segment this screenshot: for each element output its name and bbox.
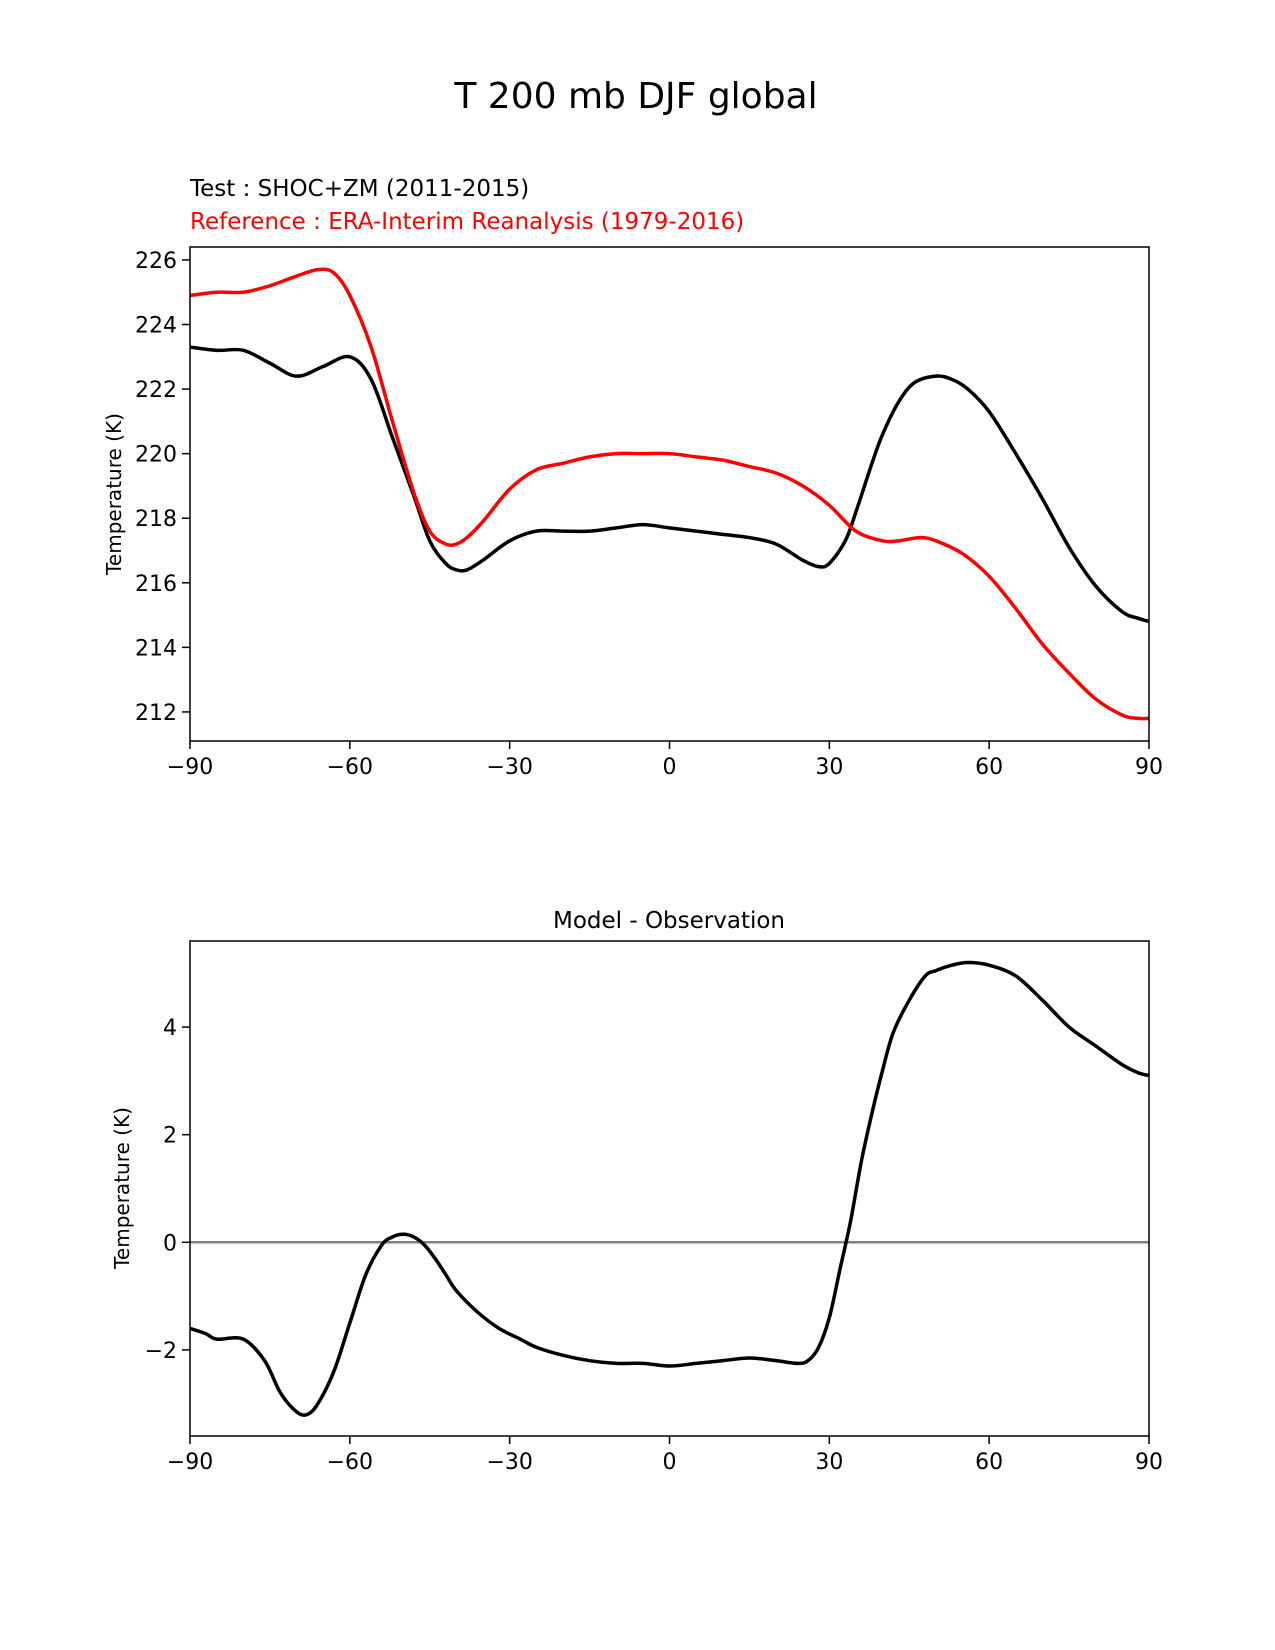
y-tick-label: 226 bbox=[135, 249, 177, 274]
y-tick-label: 2 bbox=[163, 1124, 177, 1149]
y-tick-label: 212 bbox=[135, 701, 177, 726]
bottom-tick-layer: −90 −60 −30 0 30 60 90 −2 0 2 4 bbox=[145, 1016, 1163, 1475]
x-tick-label: −60 bbox=[327, 755, 373, 780]
y-tick-label: 224 bbox=[135, 313, 177, 338]
bottom-y-axis-label: Temperature (K) bbox=[110, 1107, 134, 1270]
top-series-layer bbox=[190, 267, 1149, 721]
bottom-panel-title: Model - Observation bbox=[553, 908, 785, 934]
series-line-test bbox=[190, 345, 1149, 624]
x-tick-label: 30 bbox=[815, 1450, 843, 1475]
y-tick-label: 4 bbox=[163, 1016, 177, 1041]
figure-title: T 200 mb DJF global bbox=[453, 76, 817, 117]
x-tick-label: 60 bbox=[975, 755, 1003, 780]
y-tick-label: 220 bbox=[135, 443, 177, 468]
x-tick-label: 60 bbox=[975, 1450, 1003, 1475]
x-tick-label: −90 bbox=[167, 755, 213, 780]
x-tick-label: −30 bbox=[486, 755, 532, 780]
y-tick-label: −2 bbox=[145, 1339, 177, 1364]
y-tick-label: 0 bbox=[163, 1231, 177, 1256]
top-y-axis-label: Temperature (K) bbox=[102, 413, 126, 576]
x-tick-label: 90 bbox=[1135, 1450, 1163, 1475]
x-tick-label: −90 bbox=[167, 1450, 213, 1475]
bottom-panel: Model - Observation −90 −60 −30 0 30 60 90 −2 0 2… bbox=[110, 908, 1163, 1475]
x-tick-label: 0 bbox=[663, 1450, 677, 1475]
y-tick-label: 218 bbox=[135, 507, 177, 532]
x-tick-label: 30 bbox=[815, 755, 843, 780]
top-tick-layer: −90 −60 −30 0 30 60 90 212 214 216 218 220 222 224 226 bbox=[135, 249, 1163, 780]
y-tick-label: 216 bbox=[135, 572, 177, 597]
x-tick-label: −30 bbox=[486, 1450, 532, 1475]
reference-label: Reference : ERA-Interim Reanalysis (1979… bbox=[190, 209, 744, 235]
x-tick-label: −60 bbox=[327, 1450, 373, 1475]
bottom-series-layer bbox=[190, 960, 1149, 1417]
series-line-difference bbox=[190, 960, 1149, 1417]
x-tick-label: 90 bbox=[1135, 755, 1163, 780]
x-tick-label: 0 bbox=[663, 755, 677, 780]
test-label: Test : SHOC+ZM (2011-2015) bbox=[189, 176, 529, 202]
y-tick-label: 222 bbox=[135, 378, 177, 403]
y-tick-label: 214 bbox=[135, 636, 177, 661]
series-line-reference bbox=[190, 267, 1149, 721]
top-panel: Test : SHOC+ZM (2011-2015) Reference : E… bbox=[102, 176, 1163, 780]
